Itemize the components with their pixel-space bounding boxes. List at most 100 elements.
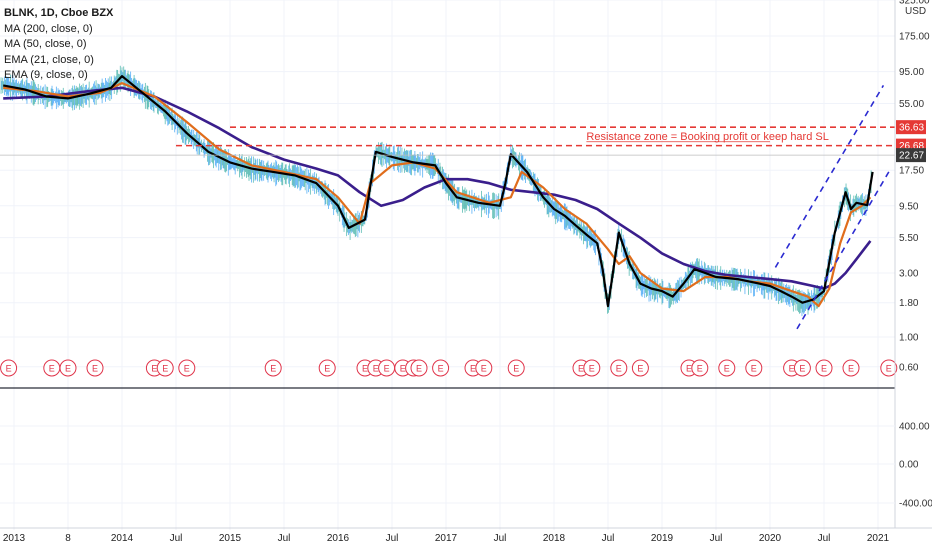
x-tick-label: 2017 (435, 533, 458, 544)
x-tick-label: Jul (710, 533, 723, 544)
earnings-marker-label: E (6, 364, 12, 374)
earnings-marker-icon[interactable] (507, 359, 525, 377)
x-tick-label: 2016 (327, 533, 350, 544)
resistance-tag-upper: 36.63 (896, 120, 926, 135)
earnings-marker-icon[interactable] (318, 359, 336, 377)
earnings-marker-icon[interactable] (610, 359, 628, 377)
earnings-marker-icon[interactable] (432, 359, 450, 377)
x-tick-label: Jul (818, 533, 831, 544)
earnings-marker-label: E (637, 364, 643, 374)
earnings-marker-icon[interactable] (156, 359, 174, 377)
earnings-marker-label: E (65, 364, 71, 374)
earnings-marker-icon[interactable] (178, 359, 196, 377)
earnings-marker-label: E (848, 364, 854, 374)
earnings-marker-icon[interactable] (880, 359, 898, 377)
price-tag-text: 26.68 (899, 141, 924, 152)
earnings-marker-label: E (92, 364, 98, 374)
y-tick-label: 1.80 (899, 298, 919, 309)
earnings-marker-icon[interactable] (410, 359, 428, 377)
earnings-marker-icon[interactable] (264, 359, 282, 377)
earnings-marker-label: E (578, 364, 584, 374)
earnings-marker-icon[interactable] (0, 359, 18, 377)
x-tick-label: Jul (494, 533, 507, 544)
earnings-marker-icon[interactable] (815, 359, 833, 377)
earnings-marker-label: E (799, 364, 805, 374)
earnings-marker-label: E (724, 364, 730, 374)
y-tick-label: 175.00 (899, 32, 930, 43)
legend-ema21: EMA (21, close, 0) (4, 53, 94, 66)
earnings-marker-label: E (416, 364, 422, 374)
x-tick-label: 2014 (111, 533, 134, 544)
price-tag-text: 22.67 (899, 151, 924, 162)
earnings-marker-label: E (697, 364, 703, 374)
lower-y-tick-label: -400.00 (899, 499, 932, 510)
earnings-marker-icon[interactable] (842, 359, 860, 377)
earnings-marker-icon[interactable] (631, 359, 649, 377)
earnings-marker-icon[interactable] (691, 359, 709, 377)
earnings-marker-label: E (789, 364, 795, 374)
y-tick-label: 0.60 (899, 362, 919, 373)
earnings-marker-label: E (470, 364, 476, 374)
earnings-marker-label: E (362, 364, 368, 374)
price-tag-text: 36.63 (899, 123, 924, 134)
x-tick-label: 8 (65, 533, 71, 544)
resistance-annotation: Resistance zone = Booking profit or keep… (586, 131, 828, 143)
earnings-marker-label: E (384, 364, 390, 374)
channel-lower-line (796, 171, 890, 330)
legend-symbol: BLNK, 1D, Cboe BZX (4, 7, 114, 19)
earnings-marker-icon[interactable] (718, 359, 736, 377)
lower-y-tick-label: 0.00 (899, 460, 919, 471)
earnings-marker-icon[interactable] (59, 359, 77, 377)
y-tick-label: 3.00 (899, 268, 919, 279)
earnings-marker-label: E (686, 364, 692, 374)
y-tick-label: 95.00 (899, 67, 924, 78)
earnings-marker-icon[interactable] (583, 359, 601, 377)
earnings-marker-label: E (324, 364, 330, 374)
x-tick-label: Jul (278, 533, 291, 544)
x-tick-label: Jul (386, 533, 399, 544)
channel-upper-line (774, 84, 885, 268)
legend-ma50: MA (50, close, 0) (4, 38, 87, 50)
y-tick-label: 325.00 (899, 0, 930, 6)
y-tick-label: 5.50 (899, 233, 919, 244)
earnings-marker-label: E (151, 364, 157, 374)
legend-ema9: EMA (9, close, 0) (4, 69, 88, 81)
earnings-marker-label: E (184, 364, 190, 374)
earnings-marker-icon[interactable] (793, 359, 811, 377)
earnings-marker-label: E (821, 364, 827, 374)
earnings-marker-label: E (481, 364, 487, 374)
x-tick-label: 2020 (759, 533, 782, 544)
y-unit-label: USD (905, 6, 926, 17)
ema9-line (2, 75, 874, 308)
earnings-marker-label: E (589, 364, 595, 374)
y-tick-label: 9.50 (899, 201, 919, 212)
x-tick-label: Jul (602, 533, 615, 544)
legend-ma200: MA (200, close, 0) (4, 22, 93, 35)
x-tick-label: 2015 (219, 533, 242, 544)
lower-y-tick-label: 400.00 (899, 422, 930, 433)
earnings-marker-label: E (270, 364, 276, 374)
x-tick-label: 2018 (543, 533, 566, 544)
earnings-marker-label: E (49, 364, 55, 374)
earnings-marker-icon[interactable] (745, 359, 763, 377)
chart-legend: BLNK, 1D, Cboe BZX MA (200, close, 0) MA… (4, 6, 113, 84)
earnings-marker-label: E (886, 364, 892, 374)
last-price-tag: 22.67 (896, 148, 926, 163)
earnings-marker-label: E (162, 364, 168, 374)
y-tick-label: 17.50 (899, 166, 924, 177)
ma200-line (3, 86, 872, 290)
price-tag-bg (896, 120, 926, 135)
earnings-marker-icon[interactable] (475, 359, 493, 377)
earnings-marker-icon[interactable] (86, 359, 104, 377)
earnings-marker-label: E (373, 364, 379, 374)
earnings-marker-label: E (751, 364, 757, 374)
x-tick-label: 2021 (867, 533, 890, 544)
earnings-marker-label: E (438, 364, 444, 374)
x-tick-label: Jul (170, 533, 183, 544)
price-tag-bg (896, 148, 926, 163)
x-tick-label: 2013 (3, 533, 26, 544)
earnings-marker-label: E (513, 364, 519, 374)
earnings-marker-label: E (616, 364, 622, 374)
